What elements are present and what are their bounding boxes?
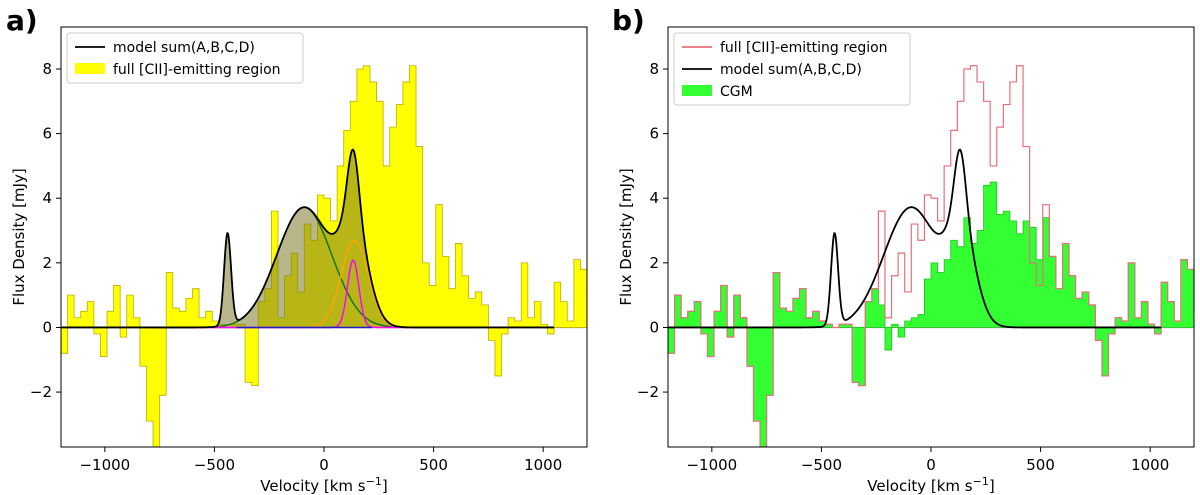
x-tick-label: −500 — [801, 456, 842, 474]
legend-label: model sum(A,B,C,D) — [720, 62, 862, 78]
panel-a: −1000 −500 0 500 1000 −2 0 2 4 6 8 Velocity [km s−1… — [6, 4, 588, 495]
model-sum-line — [668, 148, 1162, 329]
legend-label: CGM — [720, 84, 753, 100]
x-tick-label: 0 — [319, 456, 329, 474]
legend-label: model sum(A,B,C,D) — [113, 40, 255, 56]
y-tick-label: 2 — [42, 254, 52, 272]
panel-b: −1000 −500 0 500 1000 −2 0 2 4 6 8 Velocity [km s−1… — [612, 4, 1195, 495]
y-tick-label: 4 — [649, 189, 659, 207]
x-tick-label: −500 — [194, 456, 235, 474]
legend-label: full [CII]-emitting region — [720, 40, 888, 56]
legend-box — [673, 32, 911, 106]
x-tick-label: −1000 — [686, 456, 737, 474]
y-tick-label: 6 — [42, 125, 52, 143]
x-tick-label: 1000 — [1131, 456, 1169, 474]
y-tick-label: 0 — [42, 318, 52, 336]
y-tick-label: 8 — [42, 60, 52, 78]
y-tick-label: 2 — [649, 254, 659, 272]
panel-label: a) — [6, 4, 38, 37]
model-sum-line — [61, 148, 555, 329]
legend-patch-swatch — [682, 85, 712, 96]
x-tick-label: 500 — [419, 456, 448, 474]
y-tick-label: −2 — [30, 383, 52, 401]
y-tick-label: −2 — [637, 383, 659, 401]
x-axis-label: Velocity [km s−1] — [867, 475, 994, 495]
cgm-histogram — [668, 181, 1194, 447]
full-region-step-line — [668, 65, 1194, 447]
y-tick-label: 6 — [649, 125, 659, 143]
legend-patch-swatch — [75, 63, 105, 74]
y-tick-label: 0 — [649, 318, 659, 336]
x-tick-label: 500 — [1026, 456, 1055, 474]
plot-area — [61, 65, 587, 447]
x-axis-label: Velocity [km s−1] — [260, 475, 387, 495]
y-tick-label: 4 — [42, 189, 52, 207]
x-tick-label: 1000 — [524, 456, 562, 474]
panel-label: b) — [612, 4, 645, 37]
y-axis-label: Flux Density [mJy] — [617, 168, 635, 305]
legend-label: full [CII]-emitting region — [113, 62, 281, 78]
x-tick-label: −1000 — [79, 456, 130, 474]
model-component-fill — [170, 149, 456, 328]
legend-box — [66, 32, 304, 84]
plot-area — [668, 65, 1194, 447]
y-axis-label: Flux Density [mJy] — [10, 168, 28, 305]
x-tick-label: 0 — [926, 456, 936, 474]
y-tick-label: 8 — [649, 60, 659, 78]
